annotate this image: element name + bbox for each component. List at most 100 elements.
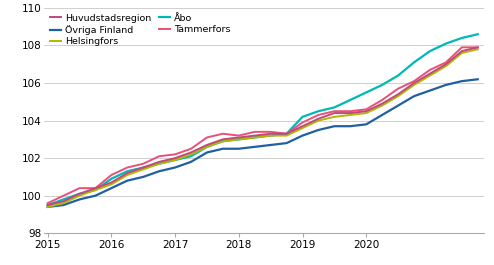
Övriga Finland [108,187,114,190]
Helsingfors [395,95,401,98]
Åbo [204,145,210,148]
Tammerfors [395,87,401,90]
Övriga Finland [252,145,258,148]
Helsingfors [156,162,162,165]
Huvudstadsregion [252,134,258,137]
Helsingfors [252,136,258,139]
Tammerfors [363,108,369,111]
Övriga Finland [236,147,242,150]
Helsingfors [331,115,337,118]
Huvudstadsregion [236,136,242,139]
Åbo [124,170,130,173]
Helsingfors [44,205,50,209]
Åbo [92,188,98,192]
Övriga Finland [475,78,481,81]
Åbo [61,198,67,201]
Huvudstadsregion [475,46,481,49]
Åbo [395,74,401,77]
Åbo [156,162,162,165]
Huvudstadsregion [204,143,210,147]
Övriga Finland [156,170,162,173]
Line: Övriga Finland: Övriga Finland [47,79,478,207]
Huvudstadsregion [395,93,401,96]
Helsingfors [299,126,305,130]
Huvudstadsregion [268,132,274,135]
Tammerfors [108,173,114,176]
Åbo [459,36,465,39]
Tammerfors [61,194,67,197]
Helsingfors [124,173,130,176]
Line: Åbo: Åbo [47,34,478,205]
Övriga Finland [92,194,98,197]
Tammerfors [124,166,130,169]
Tammerfors [268,130,274,133]
Helsingfors [316,119,322,122]
Åbo [268,134,274,137]
Tammerfors [236,134,242,137]
Åbo [331,106,337,109]
Helsingfors [92,188,98,192]
Line: Helsingfors: Helsingfors [47,49,478,207]
Helsingfors [411,83,417,86]
Helsingfors [172,158,178,162]
Tammerfors [220,132,226,135]
Övriga Finland [459,80,465,83]
Helsingfors [236,138,242,141]
Åbo [236,138,242,141]
Helsingfors [140,168,146,171]
Huvudstadsregion [379,102,385,105]
Line: Tammerfors: Tammerfors [47,47,478,203]
Huvudstadsregion [140,166,146,169]
Tammerfors [188,147,194,150]
Tammerfors [252,130,258,133]
Helsingfors [108,183,114,186]
Övriga Finland [411,95,417,98]
Huvudstadsregion [220,138,226,141]
Åbo [316,110,322,113]
Tammerfors [347,110,353,113]
Övriga Finland [347,125,353,128]
Helsingfors [204,145,210,148]
Tammerfors [331,110,337,113]
Helsingfors [347,113,353,117]
Helsingfors [475,48,481,51]
Huvudstadsregion [124,171,130,175]
Legend: Huvudstadsregion, Övriga Finland, Helsingfors, Åbo, Tammerfors: Huvudstadsregion, Övriga Finland, Helsin… [47,11,234,49]
Tammerfors [411,80,417,83]
Huvudstadsregion [77,192,82,195]
Tammerfors [459,46,465,49]
Övriga Finland [188,160,194,164]
Huvudstadsregion [443,63,449,66]
Huvudstadsregion [44,204,50,207]
Åbo [172,158,178,162]
Huvudstadsregion [299,125,305,128]
Helsingfors [427,74,433,77]
Huvudstadsregion [61,200,67,203]
Helsingfors [61,202,67,205]
Tammerfors [44,202,50,205]
Övriga Finland [204,151,210,154]
Huvudstadsregion [108,181,114,184]
Åbo [220,140,226,143]
Huvudstadsregion [156,160,162,164]
Övriga Finland [427,89,433,92]
Övriga Finland [77,198,82,201]
Övriga Finland [363,123,369,126]
Åbo [284,132,289,135]
Åbo [77,192,82,195]
Tammerfors [172,153,178,156]
Tammerfors [443,61,449,64]
Helsingfors [443,65,449,68]
Helsingfors [459,51,465,55]
Helsingfors [188,153,194,156]
Tammerfors [92,187,98,190]
Övriga Finland [443,83,449,86]
Åbo [44,204,50,207]
Huvudstadsregion [427,72,433,75]
Line: Huvudstadsregion: Huvudstadsregion [47,47,478,205]
Övriga Finland [331,125,337,128]
Tammerfors [427,68,433,72]
Tammerfors [204,136,210,139]
Övriga Finland [140,175,146,179]
Helsingfors [363,112,369,115]
